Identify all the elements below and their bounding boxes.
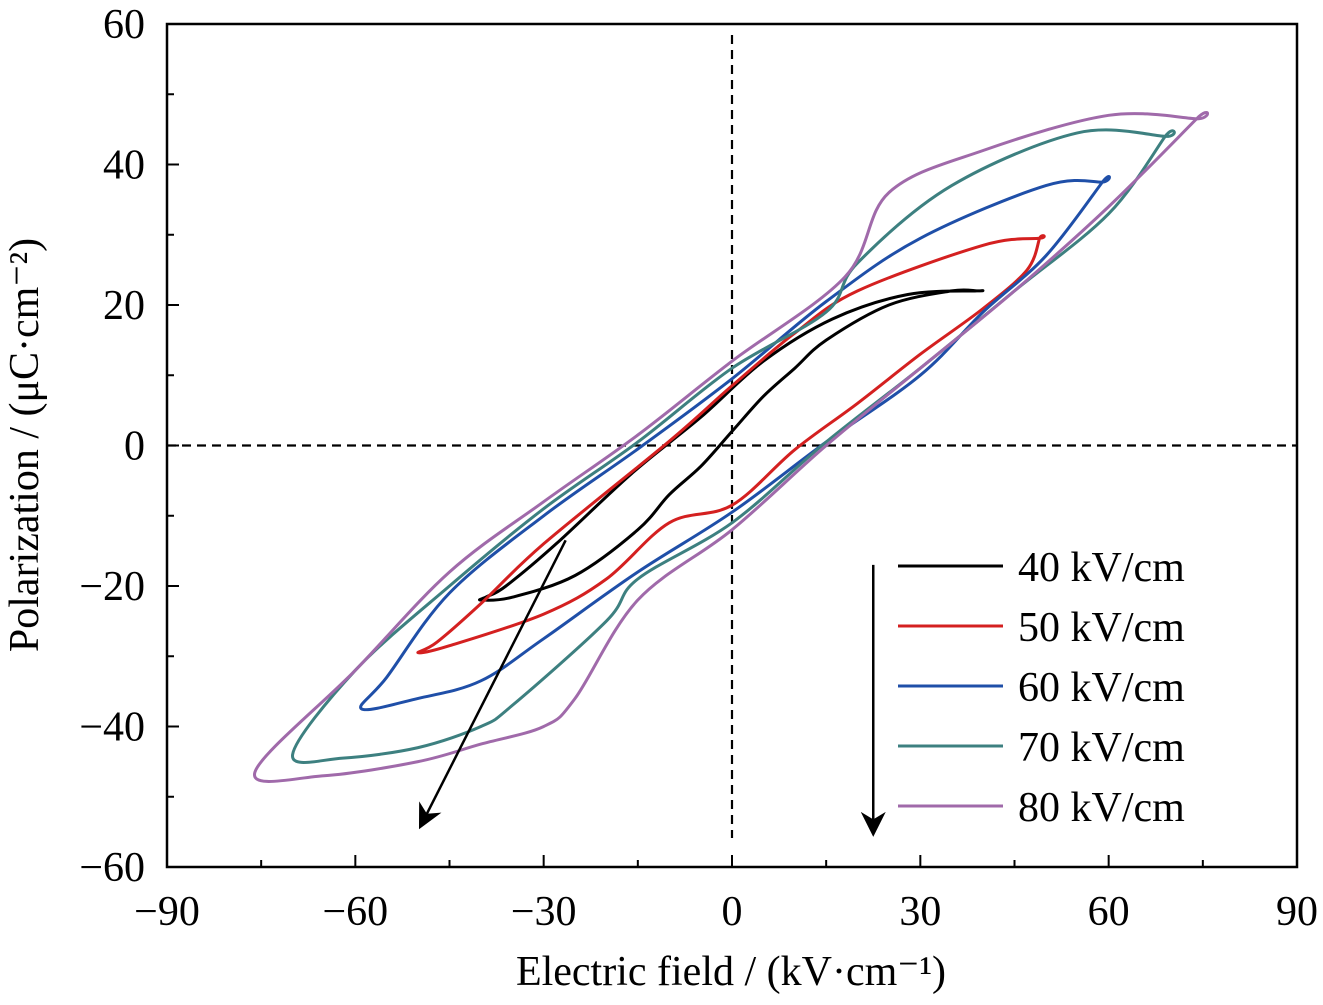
legend-label-1: 50 kV/cm [1018, 605, 1185, 651]
legend-label-3: 70 kV/cm [1018, 725, 1185, 771]
y-tick-label: 20 [103, 283, 145, 329]
series-loop-0 [478, 288, 985, 602]
x-tick-label: −60 [322, 889, 388, 935]
series-loop-4 [253, 111, 1210, 783]
series-layer [253, 111, 1210, 783]
series-loop-2 [359, 175, 1111, 712]
legend-label-4: 80 kV/cm [1018, 785, 1185, 831]
annotation-layer [418, 539, 886, 837]
diagonal-trend-arrow [418, 539, 567, 830]
x-tick-label: −90 [134, 889, 200, 935]
series-loop-1 [416, 234, 1046, 655]
x-tick-label: 0 [722, 889, 743, 935]
x-tick-label: 60 [1088, 889, 1130, 935]
y-tick-label: 40 [103, 143, 145, 189]
x-tick-label: −30 [511, 889, 577, 935]
reference-lines [167, 35, 1297, 838]
y-axis-title: Polarization / (μC·cm⁻²) [2, 238, 48, 652]
legend: 40 kV/cm 50 kV/cm 60 kV/cm 70 kV/cm 80 kV/cm [898, 545, 1185, 831]
x-axis-title: Electric field / (kV·cm⁻¹) [516, 949, 946, 995]
y-tick-label: −20 [79, 564, 145, 610]
y-tick-label: −60 [79, 845, 145, 891]
y-tick-label: 60 [103, 2, 145, 48]
x-tick-label: 30 [899, 889, 941, 935]
y-tick-label: −40 [79, 705, 145, 751]
x-tick-label: 90 [1276, 889, 1318, 935]
legend-label-2: 60 kV/cm [1018, 665, 1185, 711]
y-tick-label: 0 [124, 424, 145, 470]
legend-label-0: 40 kV/cm [1018, 545, 1185, 591]
